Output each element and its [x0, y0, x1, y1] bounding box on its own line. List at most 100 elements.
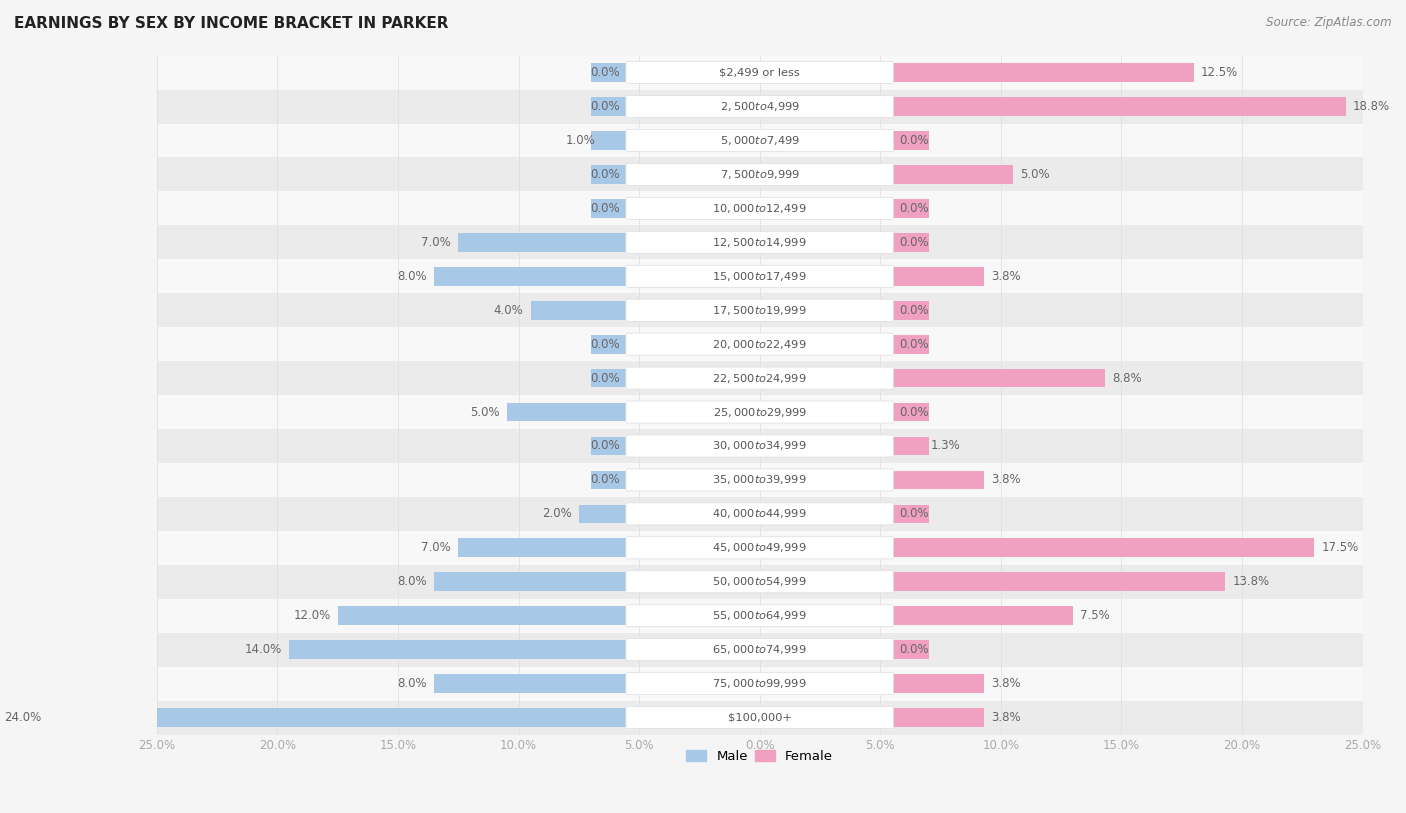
- Bar: [591, 471, 627, 489]
- FancyBboxPatch shape: [626, 367, 894, 389]
- FancyBboxPatch shape: [626, 62, 894, 84]
- FancyBboxPatch shape: [626, 96, 894, 118]
- Bar: [157, 55, 1362, 89]
- Text: 4.0%: 4.0%: [494, 304, 523, 317]
- Bar: [157, 395, 1362, 429]
- Text: 0.0%: 0.0%: [591, 100, 620, 113]
- Bar: [893, 233, 928, 252]
- Text: 0.0%: 0.0%: [900, 134, 929, 147]
- Bar: [157, 158, 1362, 191]
- Text: 0.0%: 0.0%: [591, 168, 620, 181]
- Bar: [893, 471, 984, 489]
- Bar: [893, 98, 1346, 116]
- Text: $5,000 to $7,499: $5,000 to $7,499: [720, 134, 800, 147]
- Text: 1.0%: 1.0%: [567, 134, 596, 147]
- Bar: [157, 497, 1362, 531]
- Bar: [893, 131, 928, 150]
- Text: 5.0%: 5.0%: [470, 406, 499, 419]
- Bar: [893, 165, 1012, 184]
- Bar: [893, 165, 928, 184]
- Text: 0.0%: 0.0%: [591, 372, 620, 385]
- Bar: [591, 641, 627, 659]
- Text: 8.0%: 8.0%: [398, 576, 427, 589]
- Bar: [893, 437, 928, 455]
- Bar: [591, 63, 627, 82]
- Bar: [893, 369, 1105, 388]
- Text: 0.0%: 0.0%: [591, 66, 620, 79]
- Text: 3.8%: 3.8%: [991, 270, 1021, 283]
- Bar: [893, 402, 928, 421]
- Bar: [893, 369, 928, 388]
- Text: $45,000 to $49,999: $45,000 to $49,999: [713, 541, 807, 554]
- Text: 3.8%: 3.8%: [991, 473, 1021, 486]
- Bar: [591, 505, 627, 524]
- Bar: [157, 361, 1362, 395]
- Text: 24.0%: 24.0%: [4, 711, 41, 724]
- Bar: [337, 606, 627, 625]
- Text: 14.0%: 14.0%: [245, 643, 283, 656]
- Text: $22,500 to $24,999: $22,500 to $24,999: [713, 372, 807, 385]
- Bar: [157, 124, 1362, 158]
- Text: 18.8%: 18.8%: [1353, 100, 1391, 113]
- Text: 8.0%: 8.0%: [398, 677, 427, 690]
- Bar: [591, 335, 627, 354]
- Bar: [157, 89, 1362, 124]
- Bar: [893, 674, 928, 693]
- Text: 7.0%: 7.0%: [422, 541, 451, 554]
- Bar: [893, 538, 1315, 557]
- Bar: [591, 606, 627, 625]
- Bar: [893, 437, 924, 455]
- FancyBboxPatch shape: [626, 265, 894, 287]
- Text: $50,000 to $54,999: $50,000 to $54,999: [713, 576, 807, 589]
- Bar: [434, 572, 627, 591]
- Text: 0.0%: 0.0%: [591, 473, 620, 486]
- Bar: [157, 293, 1362, 327]
- Text: EARNINGS BY SEX BY INCOME BRACKET IN PARKER: EARNINGS BY SEX BY INCOME BRACKET IN PAR…: [14, 16, 449, 31]
- Bar: [893, 199, 928, 218]
- Text: 0.0%: 0.0%: [900, 406, 929, 419]
- FancyBboxPatch shape: [626, 469, 894, 491]
- Bar: [893, 572, 1225, 591]
- Bar: [157, 327, 1362, 361]
- Text: $10,000 to $12,499: $10,000 to $12,499: [713, 202, 807, 215]
- Text: 0.0%: 0.0%: [900, 236, 929, 249]
- Bar: [157, 633, 1362, 667]
- Text: $15,000 to $17,499: $15,000 to $17,499: [713, 270, 807, 283]
- Text: $40,000 to $44,999: $40,000 to $44,999: [713, 507, 807, 520]
- Text: 13.8%: 13.8%: [1233, 576, 1270, 589]
- Bar: [591, 674, 627, 693]
- Bar: [893, 505, 928, 524]
- Text: 0.0%: 0.0%: [591, 202, 620, 215]
- Bar: [893, 335, 928, 354]
- Text: 0.0%: 0.0%: [591, 440, 620, 453]
- Bar: [157, 531, 1362, 565]
- Text: 8.0%: 8.0%: [398, 270, 427, 283]
- Bar: [591, 165, 627, 184]
- Text: $35,000 to $39,999: $35,000 to $39,999: [713, 473, 807, 486]
- Bar: [591, 369, 627, 388]
- Bar: [157, 565, 1362, 598]
- Bar: [591, 437, 627, 455]
- Text: $25,000 to $29,999: $25,000 to $29,999: [713, 406, 807, 419]
- Bar: [591, 233, 627, 252]
- Text: 7.5%: 7.5%: [1080, 609, 1111, 622]
- FancyBboxPatch shape: [626, 571, 894, 593]
- FancyBboxPatch shape: [626, 198, 894, 220]
- Legend: Male, Female: Male, Female: [681, 745, 838, 768]
- FancyBboxPatch shape: [626, 435, 894, 457]
- Bar: [157, 191, 1362, 225]
- Bar: [157, 667, 1362, 701]
- Text: 8.8%: 8.8%: [1112, 372, 1142, 385]
- FancyBboxPatch shape: [626, 232, 894, 254]
- Bar: [591, 538, 627, 557]
- FancyBboxPatch shape: [626, 605, 894, 627]
- Text: 17.5%: 17.5%: [1322, 541, 1358, 554]
- Bar: [893, 471, 928, 489]
- FancyBboxPatch shape: [626, 333, 894, 355]
- Bar: [157, 463, 1362, 497]
- FancyBboxPatch shape: [626, 503, 894, 525]
- Bar: [458, 233, 627, 252]
- Bar: [290, 641, 627, 659]
- Bar: [530, 301, 627, 320]
- Text: 5.0%: 5.0%: [1021, 168, 1050, 181]
